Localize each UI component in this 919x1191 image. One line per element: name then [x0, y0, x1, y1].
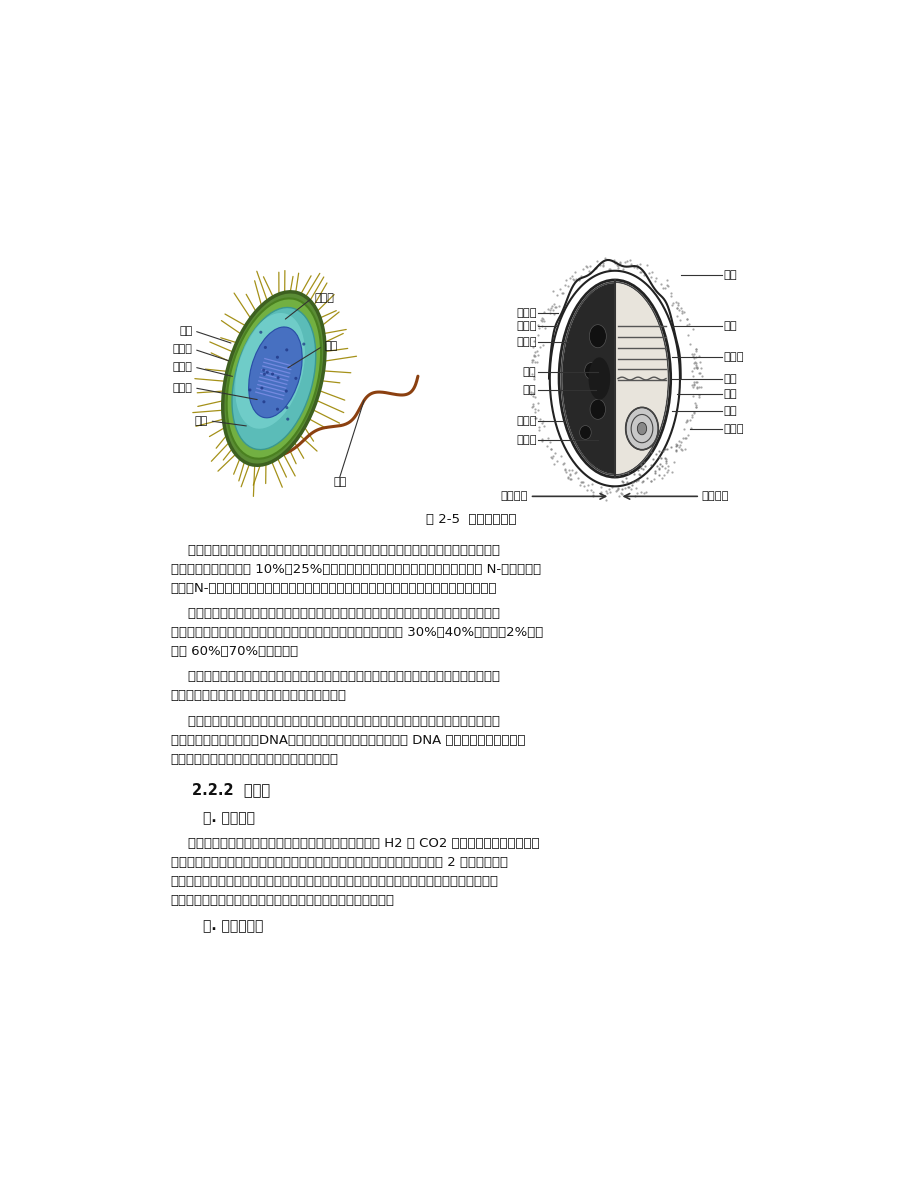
- Text: 鞭毛: 鞭毛: [722, 270, 736, 280]
- Text: 由蛋白质、核酸、多糖、脂类、无机盐和水组成。: 由蛋白质、核酸、多糖、脂类、无机盐和水组成。: [171, 690, 346, 703]
- Ellipse shape: [248, 328, 301, 418]
- Text: 菌毛: 菌毛: [722, 322, 736, 331]
- Text: 拟核: 拟核: [323, 341, 337, 351]
- Text: 的。拟核携带着遗传信息，是重要的遗传物质。: 的。拟核携带着遗传信息，是重要的遗传物质。: [171, 753, 338, 766]
- Text: 细胞壁是位于细胞表面，内侧紧贴细胞质膜的一层具有一定硬度和韧性，略具弹性的外被: 细胞壁是位于细胞表面，内侧紧贴细胞质膜的一层具有一定硬度和韧性，略具弹性的外被: [171, 544, 499, 557]
- Polygon shape: [562, 283, 614, 473]
- Text: 器、底泥、沼泽、稻田、垃圾填埋场、反刍动物瘤胃等环境中。: 器、底泥、沼泽、稻田、垃圾填埋场、反刍动物瘤胃等环境中。: [171, 894, 394, 906]
- Ellipse shape: [266, 370, 268, 374]
- Text: 细胞质: 细胞质: [313, 293, 334, 303]
- Text: 特殊结构: 特殊结构: [701, 492, 729, 501]
- Ellipse shape: [262, 400, 266, 404]
- Text: 细胞质: 细胞质: [516, 416, 536, 426]
- Text: 细菌作为原核微生物，其核没有核膜包裹，没有核仁和固定的形态，故称为拟核或核质体: 细菌作为原核微生物，其核没有核膜包裹，没有核仁和固定的形态，故称为拟核或核质体: [171, 715, 499, 728]
- Ellipse shape: [584, 362, 598, 379]
- Text: 夹膜: 夹膜: [179, 326, 192, 336]
- Text: 菌毛: 菌毛: [195, 416, 208, 426]
- Ellipse shape: [232, 307, 315, 449]
- Text: 糖和 60%～70%的蛋白质。: 糖和 60%～70%的蛋白质。: [171, 646, 298, 657]
- Text: 基本结构: 基本结构: [500, 492, 528, 501]
- Text: 一. 产甲烷菌: 一. 产甲烷菌: [203, 811, 255, 825]
- Text: 夹膜: 夹膜: [722, 389, 736, 399]
- Ellipse shape: [285, 406, 288, 410]
- Ellipse shape: [260, 387, 263, 389]
- Text: 细胞膜: 细胞膜: [516, 322, 536, 331]
- Ellipse shape: [235, 313, 304, 429]
- Ellipse shape: [625, 407, 658, 450]
- Text: 糖胺、N-乙酰基胞壁酸以及一些氨基酸、如丙氨酸、谷氨酸、赖氨酸或二氨庚二酸等组成。: 糖胺、N-乙酰基胞壁酸以及一些氨基酸、如丙氨酸、谷氨酸、赖氨酸或二氨庚二酸等组成…: [171, 582, 497, 594]
- Text: 等。它由脱氧核糖核酸（DNA）纤维组成，即由一条环状双链的 DNA 分子高度折叠缠绕形成: 等。它由脱氧核糖核酸（DNA）纤维组成，即由一条环状双链的 DNA 分子高度折叠…: [171, 734, 525, 747]
- Text: 间体: 间体: [522, 385, 536, 395]
- Ellipse shape: [579, 425, 591, 439]
- Ellipse shape: [276, 407, 278, 411]
- Text: 生成甲烷的严格厌氧的古细菌。产甲烷菌包括食氢产甲烷菌和食乙酸产甲烷菌 2 个生理类群，: 生成甲烷的严格厌氧的古细菌。产甲烷菌包括食氢产甲烷菌和食乙酸产甲烷菌 2 个生理…: [171, 856, 507, 869]
- Ellipse shape: [589, 325, 606, 348]
- Text: 2.2.2  古细菌: 2.2.2 古细菌: [192, 782, 270, 798]
- Ellipse shape: [263, 373, 266, 376]
- Ellipse shape: [248, 388, 251, 392]
- Text: 细胞膜: 细胞膜: [173, 362, 192, 372]
- Text: 二. 极端嗜盐菌: 二. 极端嗜盐菌: [203, 919, 264, 934]
- Text: 核糖体: 核糖体: [173, 382, 192, 393]
- Ellipse shape: [259, 331, 262, 333]
- Text: 微夹膜: 微夹膜: [722, 353, 743, 362]
- Ellipse shape: [589, 399, 605, 419]
- Ellipse shape: [561, 282, 667, 475]
- Ellipse shape: [637, 423, 646, 435]
- Ellipse shape: [286, 418, 289, 420]
- Ellipse shape: [277, 376, 279, 379]
- Ellipse shape: [285, 348, 288, 351]
- Text: 图 2-5  细菌细胞结构: 图 2-5 细菌细胞结构: [425, 513, 516, 526]
- Text: 细胞质是在细胞膜以内，除核物质以外的无色透明、粘稠的复杂的胶体，亦称原生质。它: 细胞质是在细胞膜以内，除核物质以外的无色透明、粘稠的复杂的胶体，亦称原生质。它: [171, 671, 499, 684]
- Text: 产甲烷菌是一群形态多样，具有特殊细胞成分，可代谢 H2 和 CO2 以及少数几种简单有机物: 产甲烷菌是一群形态多样，具有特殊细胞成分，可代谢 H2 和 CO2 以及少数几种…: [171, 837, 539, 850]
- Ellipse shape: [271, 373, 274, 375]
- Ellipse shape: [264, 345, 267, 349]
- Ellipse shape: [559, 280, 670, 478]
- Text: 内含物: 内含物: [516, 337, 536, 347]
- Ellipse shape: [262, 369, 265, 372]
- Ellipse shape: [222, 292, 324, 466]
- Text: 细胞壁: 细胞壁: [173, 344, 192, 354]
- Ellipse shape: [226, 299, 321, 459]
- Text: 鞭毛: 鞭毛: [333, 478, 346, 487]
- Ellipse shape: [276, 356, 278, 358]
- Ellipse shape: [588, 357, 609, 400]
- Polygon shape: [614, 283, 666, 473]
- Text: 内侧则包围着整个细菌的原生质，又称为原生质膜或质膜，其中含 30%～40%的脂类，2%的多: 内侧则包围着整个细菌的原生质，又称为原生质膜或质膜，其中含 30%～40%的脂类…: [171, 626, 542, 640]
- Text: 芽孢: 芽孢: [722, 406, 736, 416]
- Text: 内含物: 内含物: [516, 435, 536, 445]
- Text: 粘液层: 粘液层: [722, 424, 743, 434]
- Ellipse shape: [294, 376, 297, 380]
- Text: 性毛: 性毛: [722, 374, 736, 384]
- Text: 是厌氧食物链中的最后一组成员。产甲烷菌广泛分布于自然界，常见于同氧气隔绝的厌氧反应: 是厌氧食物链中的最后一组成员。产甲烷菌广泛分布于自然界，常见于同氧气隔绝的厌氧反…: [171, 875, 498, 888]
- Ellipse shape: [284, 389, 288, 393]
- Text: 核区: 核区: [522, 367, 536, 378]
- Text: 细胞膜是一层柔软而富有弹性的具有选择性的半透性薄膜，其外侧紧贴于细胞壁内层，而: 细胞膜是一层柔软而富有弹性的具有选择性的半透性薄膜，其外侧紧贴于细胞壁内层，而: [171, 607, 499, 621]
- Text: 细胞壁: 细胞壁: [516, 308, 536, 318]
- Ellipse shape: [302, 343, 305, 345]
- Text: 结构，约占细胞干重的 10%～25%。细胞壁由多层堆积的肽聚糖组成。肽聚糖由 N-乙酰基葡萄: 结构，约占细胞干重的 10%～25%。细胞壁由多层堆积的肽聚糖组成。肽聚糖由 N…: [171, 563, 540, 576]
